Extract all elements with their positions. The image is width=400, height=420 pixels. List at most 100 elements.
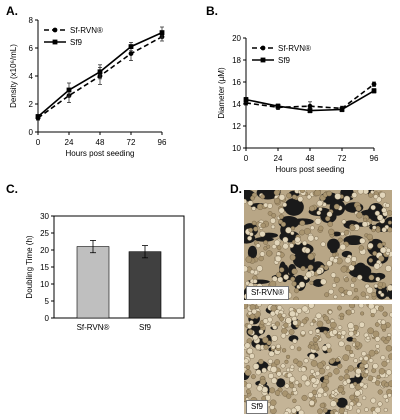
micrograph-cell	[381, 227, 387, 233]
micrograph-cell	[269, 387, 276, 394]
micrograph-cell	[347, 365, 354, 372]
micrograph-cell	[330, 321, 337, 329]
micrograph-cell	[352, 297, 358, 300]
micrograph-cell	[367, 327, 374, 335]
micrograph-cell	[281, 313, 287, 318]
micrograph-cell	[322, 407, 328, 413]
micrograph-cell	[346, 290, 353, 297]
micrograph-cell	[372, 225, 377, 230]
doubling-bar	[128, 251, 162, 319]
micrograph-cell	[314, 217, 322, 225]
micrograph-cell	[300, 374, 308, 382]
micrograph-cell	[317, 408, 323, 414]
micrograph-cell	[278, 207, 285, 214]
micrograph-cell	[271, 213, 277, 218]
doubling-y-tick-label: 30	[40, 212, 49, 221]
micrograph-cell	[250, 269, 255, 275]
diameter-legend-marker	[260, 57, 266, 63]
micrograph-cell	[383, 407, 388, 412]
micrograph-cell	[363, 355, 369, 362]
micrograph-cell	[338, 375, 344, 381]
diameter-point	[307, 103, 313, 109]
doubling-y-tick-label: 25	[40, 229, 49, 238]
micrograph-cell	[280, 363, 286, 369]
micrograph-cell	[372, 363, 379, 370]
micrograph-cell	[259, 378, 267, 386]
micrograph-cell	[247, 200, 254, 206]
micrograph-cell	[275, 255, 282, 262]
diameter-y-tick-label: 16	[232, 78, 241, 87]
micrograph-cell	[356, 401, 362, 407]
micrograph-cell	[337, 237, 343, 243]
micrograph-cell	[247, 235, 253, 241]
micrograph-cell	[306, 194, 312, 200]
micrograph-cell	[289, 376, 296, 383]
micrograph-cell	[319, 402, 326, 409]
diameter-y-tick-label: 12	[232, 122, 241, 131]
micrograph-gap	[281, 264, 289, 278]
micrograph-cell	[304, 247, 311, 254]
diameter-y-axis-label: Diameter (µM)	[217, 67, 226, 119]
micrograph-cell	[327, 372, 333, 378]
micrograph-cell	[270, 224, 276, 230]
micrograph-cell	[288, 329, 295, 335]
micrograph-cell	[263, 344, 269, 350]
micrograph-cell	[323, 386, 329, 392]
micrograph-cell	[370, 397, 377, 404]
micrograph-cell	[314, 190, 321, 197]
density-x-tick-label: 24	[65, 138, 74, 147]
density-legend-label: Sf-RVN®	[70, 26, 103, 35]
micrograph-cell	[261, 367, 267, 374]
micrograph-cell	[380, 355, 386, 361]
micrograph-cell	[380, 319, 386, 325]
micrograph-cell	[260, 222, 266, 229]
micrograph-cell	[270, 305, 277, 312]
micrograph-cell	[387, 227, 392, 233]
micrograph-cell	[361, 221, 368, 228]
micrograph-cell	[339, 315, 344, 320]
micrograph-cell	[387, 220, 392, 225]
micrograph-cell	[311, 319, 316, 324]
micrograph-cell	[320, 278, 327, 285]
micrograph-cell	[382, 311, 388, 317]
micrograph-cell	[325, 365, 331, 371]
micrograph-cell	[312, 336, 319, 343]
micrograph-cell	[252, 278, 258, 284]
micrograph-cell	[365, 335, 371, 341]
density-legend-label: Sf9	[70, 38, 83, 47]
micrograph-cell	[368, 349, 376, 357]
micrograph-cell	[258, 358, 264, 365]
micrograph-cell	[385, 203, 390, 208]
micrograph-cell	[386, 210, 392, 216]
micrograph-cell	[386, 284, 392, 292]
panel-d-letter: D.	[230, 182, 242, 196]
micrograph-gap	[330, 247, 338, 254]
micrograph-cell	[378, 305, 384, 312]
micrograph-sf9-label: Sf9	[246, 400, 269, 414]
micrograph-cell	[373, 262, 381, 270]
density-x-tick-label: 48	[96, 138, 105, 147]
micrograph-cell	[310, 344, 316, 350]
micrograph-cell	[285, 317, 292, 324]
micrograph-cell	[358, 321, 365, 328]
micrograph-cell	[263, 240, 269, 245]
micrograph-cell	[258, 255, 264, 262]
micrograph-cell	[310, 377, 317, 384]
micrograph-cell	[339, 243, 346, 251]
micrograph-cell	[366, 233, 373, 240]
density-y-tick-label: 0	[29, 128, 34, 137]
micrograph-cell	[374, 350, 379, 355]
micrograph-cell	[320, 241, 326, 247]
micrograph-cell	[330, 272, 337, 278]
micrograph-cell	[266, 250, 273, 257]
micrograph-cell	[294, 236, 301, 243]
micrograph-cell	[270, 217, 276, 224]
micrograph-cell	[334, 193, 342, 200]
micrograph-cell	[309, 280, 314, 285]
micrograph-sf-rvn-label: Sf-RVN®	[246, 286, 289, 300]
micrograph-cell	[251, 308, 257, 315]
panel-b-letter: B.	[206, 4, 218, 18]
micrograph-cell	[297, 383, 302, 388]
micrograph-cell	[349, 349, 354, 355]
